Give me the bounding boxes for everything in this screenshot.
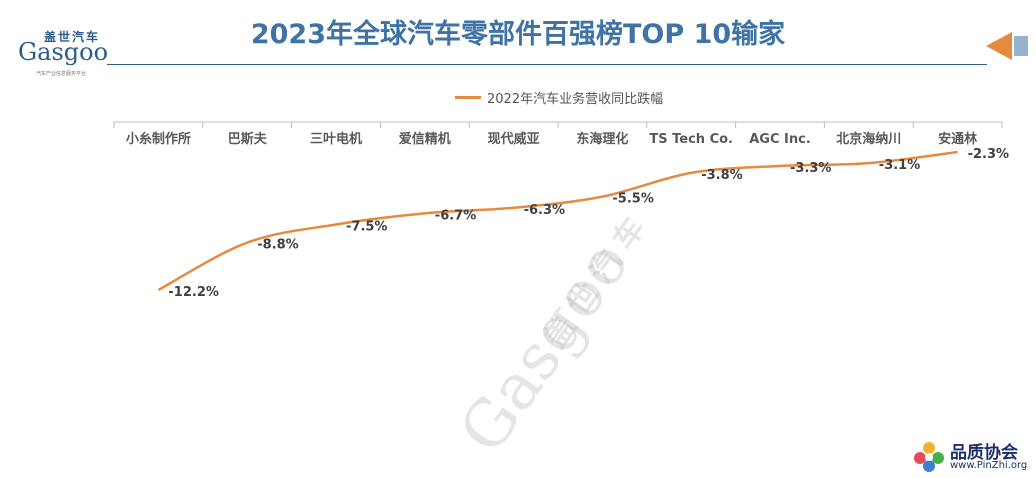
logo-tagline: 汽车产业信息服务平台 [36,71,87,77]
x-tick-label: TS Tech Co. [649,132,733,147]
flower-logo-icon [914,442,944,472]
data-label: -12.2% [168,285,219,300]
data-label: -8.8% [257,238,298,253]
back-arrow-icon[interactable] [984,30,1030,62]
x-tick-label: 现代威亚 [488,131,540,147]
x-tick-label: 安通林 [938,131,977,147]
data-label: -3.3% [790,161,831,176]
chart-legend: 2022年汽车业务营收同比跌幅 [455,88,663,107]
data-label: -7.5% [346,219,387,234]
page-title: 2023年全球汽车零部件百强榜TOP 10输家 [250,19,786,50]
data-label: -3.8% [701,168,742,183]
logo-cn: 盖世汽车 [44,30,101,44]
data-label: -2.3% [968,147,1009,162]
x-tick-label: 三叶电机 [310,131,362,147]
legend-swatch [455,96,481,99]
data-label: -6.3% [524,203,565,218]
legend-label: 2022年汽车业务营收同比跌幅 [487,92,664,107]
x-tick-label: 爱信精机 [399,131,451,147]
gasgoo-logo: 盖世汽车 Gasgoo 汽车产业信息服务平台 [6,28,111,78]
data-label: -6.7% [435,208,476,223]
x-tick-label: 巴斯夫 [228,131,268,147]
x-tick-label: 小糸制作所 [126,131,191,147]
data-label: -3.1% [879,158,920,173]
data-label: -5.5% [612,192,653,207]
x-tick-label: 东海理化 [576,131,628,147]
x-tick-label: 北京海纳川 [836,131,901,147]
x-tick-label: AGC Inc. [749,132,811,147]
title-divider [107,64,987,65]
pinzhi-cn: 品质协会 [950,443,1018,463]
logo-en: Gasgoo [18,38,109,66]
series-line [157,150,958,292]
pinzhi-badge: 品质协会 www.PinZhi.org [908,438,1028,474]
pinzhi-url: www.PinZhi.org [950,460,1028,471]
